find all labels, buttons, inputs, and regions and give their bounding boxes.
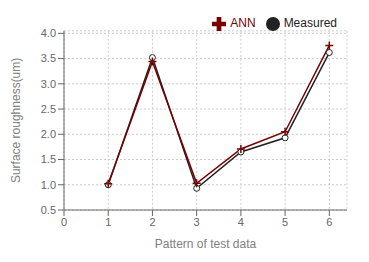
svg-text:0.5: 0.5 [41,204,56,216]
svg-text:1.0: 1.0 [41,179,56,191]
svg-text:4.0: 4.0 [41,27,56,39]
svg-text:6: 6 [326,216,332,228]
svg-text:2.0: 2.0 [41,128,56,140]
svg-text:2: 2 [149,216,155,228]
svg-text:2.5: 2.5 [41,103,56,115]
html-text:ANN: ANN [230,16,256,30]
svg-text:1: 1 [105,216,111,228]
svg-text:1.5: 1.5 [41,153,56,165]
svg-text:3: 3 [194,216,200,228]
svg-text:4: 4 [238,216,244,228]
html-text:Measured: Measured [283,16,337,30]
svg-text:3.0: 3.0 [41,78,56,90]
svg-text:0: 0 [61,216,67,228]
svg-text:5: 5 [282,216,288,228]
svg-text:3.5: 3.5 [41,52,56,64]
svg-text:Pattern of test data: Pattern of test data [155,237,257,251]
svg-text:Surface roughness(um): Surface roughness(um) [9,58,23,183]
